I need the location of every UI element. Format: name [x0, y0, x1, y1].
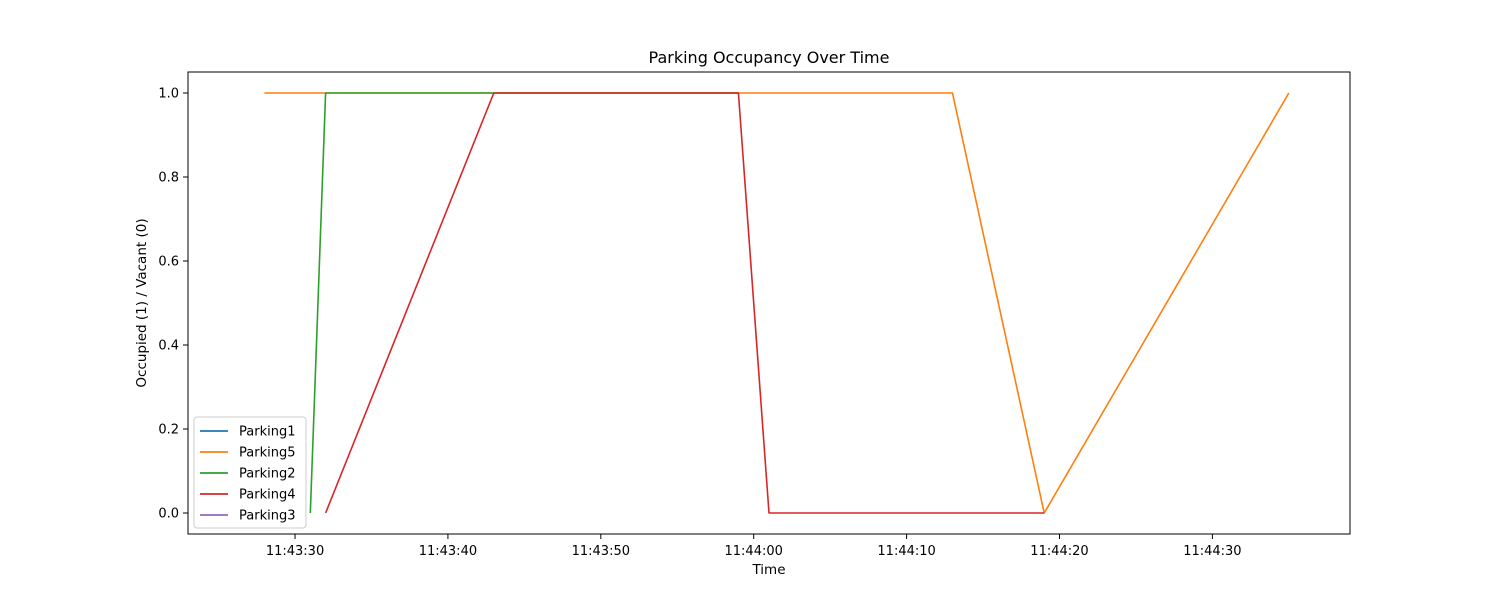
x-axis-ticks: 11:43:30 11:43:40 11:43:50 11:44:00 11:44:10…	[266, 534, 1242, 559]
y-tick-label: 0.4	[158, 339, 179, 354]
y-tick-label: 1.0	[158, 87, 179, 102]
x-tick-label: 11:44:20	[1030, 544, 1088, 559]
y-axis-ticks: 0.0 0.2 0.4 0.6 0.8 1.0	[158, 87, 188, 522]
x-tick-label: 11:44:30	[1183, 544, 1241, 559]
series-line-parking5	[264, 92, 1290, 514]
y-axis-label: Occupied (1) / Vacant (0)	[134, 218, 150, 387]
legend-label-parking3: Parking3	[239, 509, 295, 524]
y-tick-label: 0.0	[158, 507, 179, 522]
x-tick-label: 11:43:40	[419, 544, 477, 559]
x-tick-label: 11:44:00	[725, 544, 783, 559]
plot-frame	[187, 71, 1351, 535]
x-tick-label: 11:43:30	[266, 544, 324, 559]
plot-lines	[264, 92, 1290, 514]
legend: Parking1 Parking5 Parking2 Parking4 Parking3	[193, 416, 307, 529]
x-axis-label: Time	[751, 562, 785, 578]
x-tick-label: 11:43:50	[572, 544, 630, 559]
legend-label-parking2: Parking2	[239, 467, 295, 482]
legend-box	[193, 416, 307, 529]
y-tick-label: 0.8	[158, 171, 179, 186]
chart-title: Parking Occupancy Over Time	[649, 48, 890, 67]
legend-label-parking1: Parking1	[239, 425, 295, 440]
legend-label-parking5: Parking5	[239, 446, 295, 461]
y-tick-label: 0.6	[158, 255, 179, 270]
x-tick-label: 11:44:10	[877, 544, 935, 559]
legend-label-parking4: Parking4	[239, 488, 295, 503]
series-line-parking4	[324, 92, 1045, 514]
y-tick-label: 0.2	[158, 423, 179, 438]
series-line-parking2	[309, 92, 739, 514]
